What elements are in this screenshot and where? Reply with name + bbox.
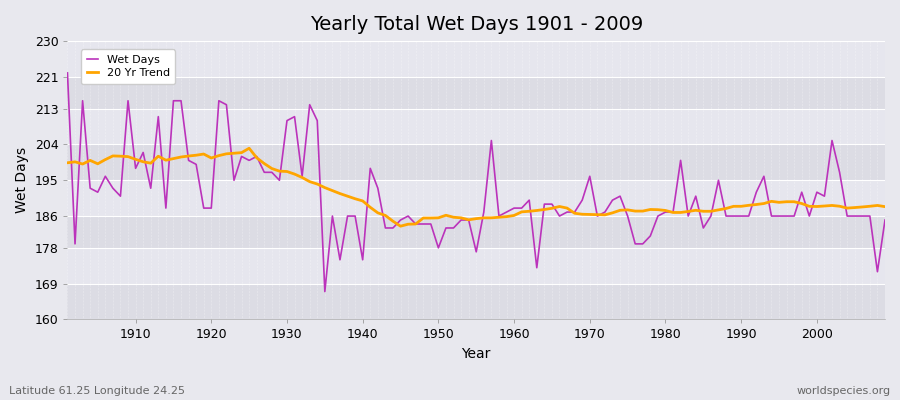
- 20 Yr Trend: [615, 208, 626, 213]
- 20 Yr Trend: [244, 146, 255, 151]
- 20 Yr Trend: [524, 209, 535, 214]
- 20 Yr Trend: [517, 210, 527, 214]
- Text: Latitude 61.25 Longitude 24.25: Latitude 61.25 Longitude 24.25: [9, 386, 185, 396]
- Bar: [68, 144, 885, 180]
- Wet Days: [879, 218, 890, 222]
- Wet Days: [608, 198, 618, 202]
- Text: worldspecies.org: worldspecies.org: [796, 386, 891, 396]
- Line: Wet Days: Wet Days: [68, 73, 885, 292]
- Wet Days: [320, 289, 330, 294]
- Wet Days: [122, 98, 133, 103]
- Bar: [68, 216, 885, 248]
- Line: 20 Yr Trend: 20 Yr Trend: [68, 148, 885, 226]
- Legend: Wet Days, 20 Yr Trend: Wet Days, 20 Yr Trend: [81, 50, 176, 84]
- Bar: [68, 109, 885, 144]
- Title: Yearly Total Wet Days 1901 - 2009: Yearly Total Wet Days 1901 - 2009: [310, 15, 643, 34]
- Bar: [68, 248, 885, 284]
- Bar: [68, 284, 885, 320]
- 20 Yr Trend: [122, 154, 133, 159]
- Wet Days: [517, 206, 527, 210]
- Bar: [68, 77, 885, 109]
- 20 Yr Trend: [879, 204, 890, 209]
- Wet Days: [62, 70, 73, 75]
- Wet Days: [289, 114, 300, 119]
- 20 Yr Trend: [62, 160, 73, 165]
- X-axis label: Year: Year: [462, 347, 490, 361]
- Y-axis label: Wet Days: Wet Days: [15, 147, 29, 213]
- 20 Yr Trend: [297, 175, 308, 180]
- Wet Days: [508, 206, 519, 210]
- 20 Yr Trend: [342, 194, 353, 198]
- 20 Yr Trend: [395, 224, 406, 228]
- Bar: [68, 41, 885, 77]
- Bar: [68, 180, 885, 216]
- Wet Days: [342, 214, 353, 218]
